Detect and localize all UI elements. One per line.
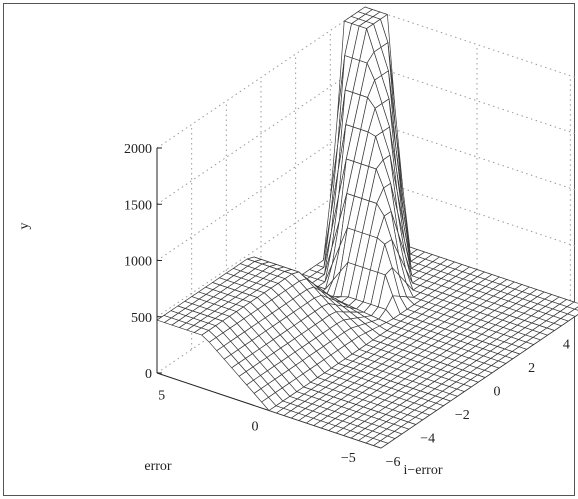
error-tick-label-0: −5: [341, 451, 356, 466]
figure-border: [3, 3, 575, 496]
x-axis-label: i−error: [404, 463, 443, 478]
grid-z-back-4: [156, 6, 366, 149]
i-error-tick-label-5: 4: [563, 338, 570, 353]
z-axis-label: y: [17, 223, 32, 230]
error-tick-label-1: 0: [252, 420, 259, 435]
grid-z-back-2: [156, 119, 366, 261]
z-tick-label-1: 500: [131, 311, 152, 326]
i-error-tick-label-0: −6: [386, 455, 401, 470]
z-tick-label-2: 1000: [124, 255, 152, 270]
surface-mesh: [156, 6, 578, 449]
z-tick-label-3: 1500: [124, 198, 152, 213]
y-axis-label: error: [144, 459, 172, 474]
z-tick-label-0: 0: [145, 367, 152, 382]
surface-cell-0-0: [373, 440, 389, 449]
i-error-tick-label-4: 2: [528, 361, 535, 376]
error-tick-label-2: 5: [158, 388, 165, 403]
i-error-tick-label-3: 0: [494, 385, 501, 400]
i-error-tick-label-2: −2: [455, 408, 470, 423]
i-error-tick-label-1: −4: [420, 432, 435, 447]
z-tick-label-4: 2000: [124, 142, 152, 157]
grid-z-back-3: [156, 62, 366, 205]
